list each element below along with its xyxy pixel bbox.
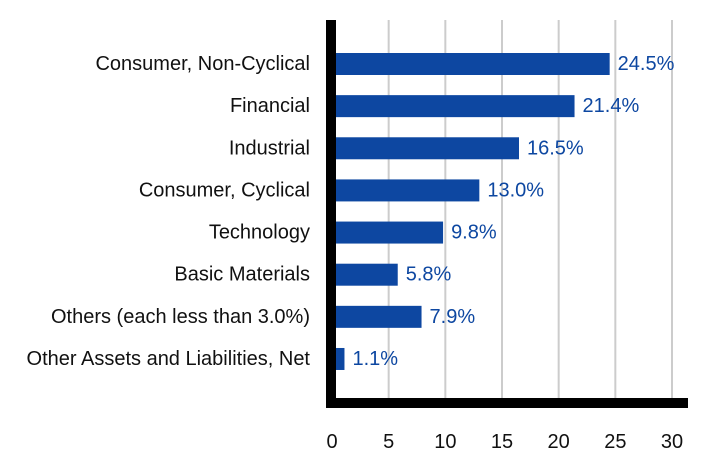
value-labels: 24.5% 21.4% 16.5% 13.0% 9.8% 5.8% 7.9% 1.1% (352, 53, 674, 370)
x-tick-label-10: 10 (434, 431, 456, 453)
x-axis-line (326, 398, 688, 408)
x-tick-label-15: 15 (491, 431, 513, 453)
category-label-1: Financial (230, 95, 310, 117)
bar-7 (336, 347, 345, 370)
bar-1 (336, 95, 575, 118)
bars (336, 53, 610, 370)
value-label-2: 16.5% (527, 137, 584, 159)
value-label-5: 5.8% (406, 264, 452, 286)
bar-2 (336, 137, 519, 160)
grid-lines (387, 20, 673, 400)
x-tick-labels: 0 5 10 15 20 25 30 (326, 431, 683, 453)
x-tick-label-20: 20 (548, 431, 570, 453)
value-label-1: 21.4% (583, 95, 640, 117)
category-label-5: Basic Materials (174, 264, 310, 286)
category-label-6: Others (each less than 3.0%) (51, 306, 310, 328)
bar-0 (336, 53, 610, 75)
bar-4 (336, 221, 444, 244)
x-tick-label-0: 0 (326, 431, 337, 453)
value-label-0: 24.5% (618, 53, 675, 75)
category-label-2: Industrial (229, 137, 310, 159)
bar-6 (336, 305, 422, 328)
value-label-6: 7.9% (430, 306, 476, 328)
category-label-4: Technology (209, 222, 310, 244)
category-label-0: Consumer, Non-Cyclical (95, 53, 310, 75)
value-label-3: 13.0% (487, 179, 544, 201)
category-label-3: Consumer, Cyclical (139, 179, 310, 201)
bar-3 (336, 179, 480, 202)
x-tick-label-25: 25 (604, 431, 626, 453)
x-tick-label-30: 30 (661, 431, 683, 453)
category-labels: Consumer, Non-Cyclical Financial Industria… (27, 53, 311, 370)
value-label-4: 9.8% (451, 222, 497, 244)
bar-5 (336, 263, 398, 286)
axes (326, 20, 688, 408)
category-label-7: Other Assets and Liabilities, Net (27, 348, 311, 370)
x-tick-label-5: 5 (383, 431, 394, 453)
y-axis-line (326, 20, 336, 408)
value-label-7: 1.1% (352, 348, 398, 370)
